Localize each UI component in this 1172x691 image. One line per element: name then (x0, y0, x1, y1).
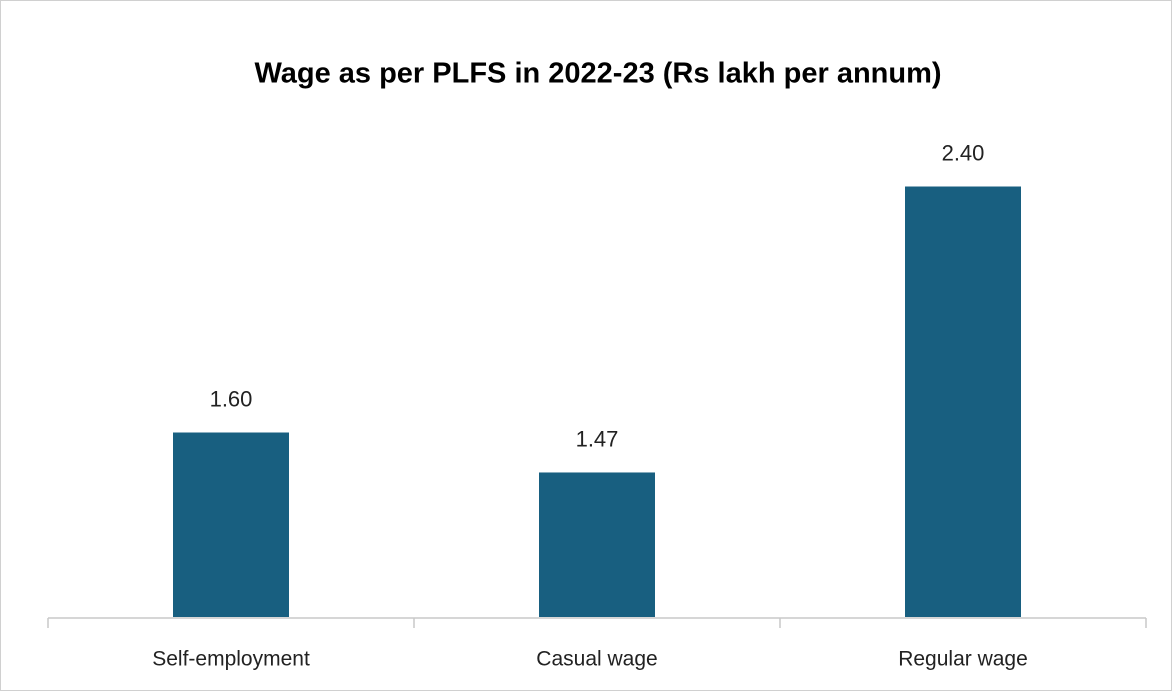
bar (539, 472, 655, 617)
bar (173, 432, 289, 617)
data-label: 2.40 (942, 140, 985, 165)
x-tick-label: Self-employment (152, 648, 310, 671)
x-tick-label: Casual wage (536, 648, 657, 671)
chart-title: Wage as per PLFS in 2022-23 (Rs lakh per… (254, 58, 941, 90)
data-label: 1.60 (210, 386, 253, 411)
data-label: 1.47 (576, 426, 619, 451)
x-tick-label: Regular wage (898, 648, 1028, 671)
bar (905, 186, 1021, 617)
